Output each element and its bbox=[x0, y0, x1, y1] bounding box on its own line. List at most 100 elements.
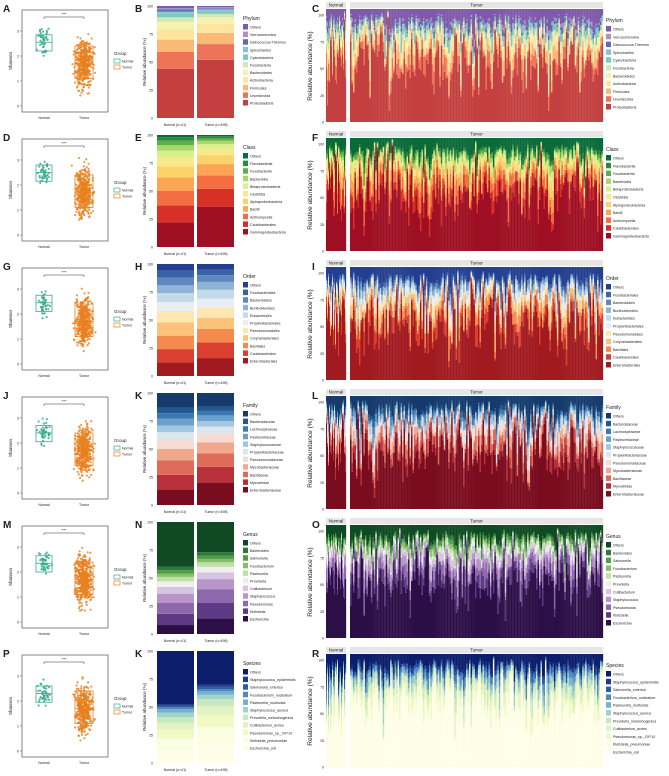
sample-segment bbox=[434, 138, 437, 150]
sample-ytick-label: 25 bbox=[320, 94, 324, 98]
tumor-point bbox=[77, 185, 81, 188]
sample-segment bbox=[533, 163, 535, 174]
sample-segment bbox=[351, 180, 354, 192]
sample-segment bbox=[494, 155, 496, 158]
sample-segment bbox=[430, 23, 433, 25]
sample-segment bbox=[489, 9, 492, 28]
sample-segment bbox=[479, 138, 482, 149]
sample-dominant bbox=[411, 38, 413, 122]
sample-segment bbox=[544, 138, 547, 153]
sample-segment bbox=[527, 145, 529, 149]
sample-segment bbox=[549, 197, 552, 200]
sample-segment bbox=[492, 182, 495, 189]
sample-segment bbox=[351, 34, 354, 39]
tumor-strip bbox=[350, 131, 603, 137]
sample-segment bbox=[413, 162, 416, 169]
sample-segment bbox=[491, 158, 494, 162]
sample-segment bbox=[553, 24, 556, 25]
sample-segment bbox=[425, 9, 428, 20]
sample-segment bbox=[415, 160, 418, 165]
group-legend-normal-key bbox=[113, 187, 121, 193]
sample-segment bbox=[369, 164, 371, 169]
sample-segment bbox=[445, 163, 447, 174]
tumor-stack-segment bbox=[197, 8, 234, 10]
sample-segment bbox=[363, 18, 366, 19]
sample-segment bbox=[424, 30, 427, 33]
sample-segment bbox=[504, 9, 507, 15]
sample-segment bbox=[556, 32, 559, 35]
sample-segment bbox=[579, 61, 581, 84]
sample-segment bbox=[460, 173, 462, 184]
sample-segment bbox=[512, 155, 514, 162]
sample-segment bbox=[564, 21, 566, 24]
sample-dominant bbox=[437, 45, 440, 122]
sample-segment bbox=[601, 25, 604, 31]
sample-segment bbox=[568, 31, 571, 40]
sample-dominant bbox=[515, 51, 517, 122]
sample-segment bbox=[592, 38, 595, 40]
sample-segment bbox=[559, 176, 562, 180]
sample-segment bbox=[350, 188, 352, 195]
sample-segment bbox=[379, 19, 382, 21]
sample-segment bbox=[503, 148, 505, 150]
sample-dominant bbox=[561, 189, 563, 251]
sample-segment bbox=[479, 16, 482, 19]
group-legend-title: Group bbox=[114, 180, 127, 185]
tumor-point bbox=[78, 218, 81, 221]
sample-segment bbox=[354, 53, 357, 66]
sample-segment bbox=[338, 51, 340, 57]
sample-segment bbox=[488, 51, 491, 68]
sample-segment bbox=[507, 197, 510, 222]
sample-segment bbox=[393, 69, 395, 74]
sample-segment bbox=[583, 9, 586, 17]
sample-segment bbox=[451, 9, 453, 22]
sample-segment bbox=[582, 27, 584, 32]
sample-segment bbox=[492, 9, 495, 22]
sample-segment bbox=[518, 36, 520, 39]
sample-segment bbox=[358, 147, 361, 148]
sample-segment bbox=[486, 19, 489, 20]
sample-segment bbox=[351, 51, 354, 66]
sample-segment bbox=[431, 165, 434, 175]
sample-segment bbox=[469, 41, 471, 53]
sample-segment bbox=[449, 159, 452, 167]
sample-segment bbox=[477, 160, 480, 170]
sample-segment bbox=[528, 23, 531, 27]
sample-segment bbox=[439, 57, 441, 77]
sample-segment bbox=[351, 9, 354, 19]
sample-dominant bbox=[416, 48, 419, 122]
sample-dominant bbox=[449, 80, 452, 122]
sample-segment bbox=[369, 31, 371, 41]
sample-segment bbox=[409, 149, 412, 154]
sample-segment bbox=[528, 178, 531, 186]
sample-dominant bbox=[411, 170, 413, 251]
tumor-point bbox=[82, 165, 85, 168]
sample-segment bbox=[333, 24, 335, 26]
sample-segment bbox=[555, 18, 558, 22]
normal-stack-segment bbox=[157, 177, 194, 191]
sample-segment bbox=[486, 138, 489, 157]
sample-segment bbox=[367, 19, 370, 21]
sample-segment bbox=[466, 22, 468, 27]
sample-segment bbox=[343, 21, 345, 27]
sample-segment bbox=[341, 184, 343, 201]
sample-segment bbox=[483, 138, 486, 148]
sample-segment bbox=[509, 166, 511, 168]
sample-segment bbox=[556, 159, 559, 167]
tumor-point bbox=[71, 63, 74, 66]
sample-segment bbox=[381, 26, 383, 32]
sample-segment bbox=[463, 165, 465, 175]
sample-segment bbox=[452, 153, 455, 157]
sample-segment bbox=[491, 171, 494, 178]
sample-segment bbox=[589, 47, 592, 50]
sample-segment bbox=[364, 9, 367, 16]
sample-segment bbox=[391, 40, 394, 48]
sample-segment bbox=[515, 15, 517, 18]
sample-dominant bbox=[336, 83, 338, 122]
sample-segment bbox=[449, 187, 452, 207]
rank-legend-key bbox=[243, 31, 248, 38]
sample-segment bbox=[341, 152, 343, 158]
sample-segment bbox=[326, 24, 328, 31]
sample-segment bbox=[488, 18, 491, 22]
sample-dominant bbox=[460, 97, 462, 122]
